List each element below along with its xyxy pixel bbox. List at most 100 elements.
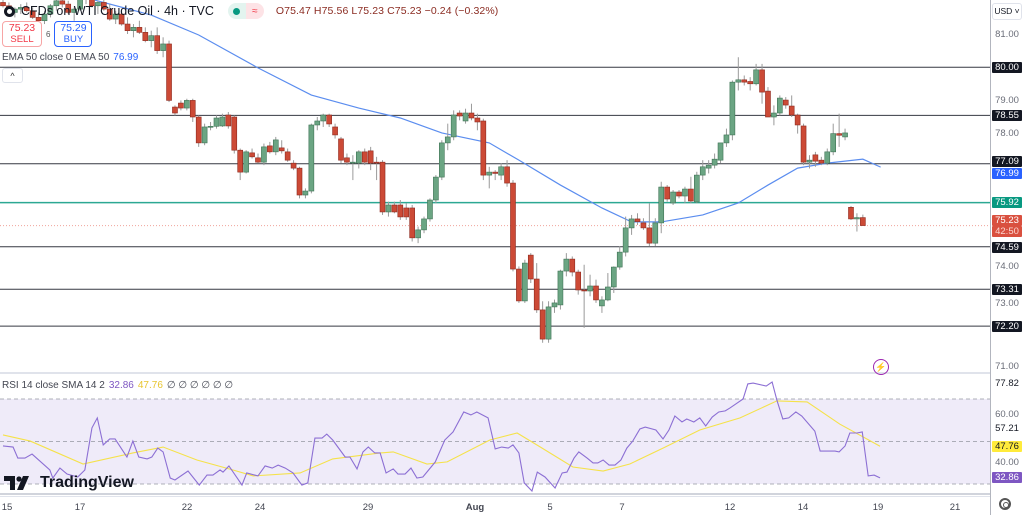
rsi-value-label: 47.76 [992, 441, 1022, 452]
candle-down [59, 0, 66, 5]
candle-up [498, 166, 504, 176]
candle-down [409, 207, 415, 239]
settings-gear-icon[interactable] [999, 498, 1011, 510]
candle-down [794, 114, 801, 126]
time-axis[interactable] [0, 496, 990, 516]
candle-down [800, 125, 807, 163]
candle-down [29, 10, 36, 18]
candle-up [53, 0, 60, 7]
candle-up [213, 117, 220, 127]
rsi-value-label: 77.82 [992, 378, 1022, 389]
candle-down [379, 161, 386, 213]
candle-up [355, 151, 362, 164]
market-status[interactable]: ≈ [227, 3, 264, 19]
candle-down [688, 188, 694, 202]
candle-up [628, 218, 635, 229]
x-tick: 29 [362, 502, 374, 513]
candle-up [753, 69, 759, 85]
candle-up [824, 151, 831, 164]
symbol-logo-icon [4, 5, 15, 17]
candle-up [563, 258, 570, 272]
price-level-label: 75.92 [992, 197, 1022, 208]
x-tick: 5 [547, 502, 553, 513]
price-level-label: 72.20 [992, 321, 1022, 332]
candle-up [385, 204, 392, 213]
candle-up [112, 13, 119, 20]
candle-up [71, 8, 77, 13]
candle-down [504, 166, 510, 184]
candle-up [705, 164, 712, 169]
candle-down [860, 217, 866, 226]
candle-down [195, 116, 202, 144]
candle-up [711, 158, 718, 166]
rsi-value-label: 32.86 [992, 472, 1022, 483]
ema-50-line [94, 0, 881, 223]
candle-down [397, 204, 404, 218]
candle-down [468, 112, 475, 119]
candle-down [593, 285, 599, 301]
candle-down [338, 138, 344, 161]
candle-down [759, 69, 765, 93]
candle-up [160, 43, 166, 51]
candle-down [189, 100, 196, 118]
x-tick: 14 [797, 502, 809, 513]
candle-down [237, 149, 243, 173]
tradingview-logo[interactable]: TradingView [4, 474, 134, 492]
candle-down [172, 106, 178, 114]
candle-down [391, 204, 398, 213]
symbol-title[interactable]: CFDs on WTI Crude Oil · 4h · TVC [21, 4, 214, 18]
candle-down [267, 145, 273, 153]
candle-down [326, 114, 332, 125]
candle-up [320, 114, 327, 122]
buy-button[interactable]: 75.29 BUY [54, 21, 93, 47]
candle-down [136, 27, 143, 33]
x-tick: 24 [254, 502, 266, 513]
approx-icon: ≈ [245, 3, 264, 19]
candle-up [729, 81, 736, 136]
candle-down [664, 186, 670, 200]
candle-up [777, 97, 783, 114]
candle-up [415, 229, 421, 239]
rsi-legend[interactable]: RSI 14 close SMA 14 2 32.86 47.76 ∅ ∅ ∅ ∅ ∅… [2, 380, 233, 391]
lightning-event-icon[interactable]: ⚡ [873, 359, 889, 375]
x-tick: Aug [465, 502, 485, 513]
x-tick: 15 [1, 502, 13, 513]
price-tick: 79.00 [995, 95, 1019, 106]
candle-down [361, 151, 368, 163]
candle-up [314, 120, 321, 126]
price-axis[interactable] [990, 0, 1024, 515]
candle-up [545, 306, 552, 340]
candle-down [65, 3, 72, 13]
sell-price: 75.23 [8, 22, 36, 34]
candle-up [219, 116, 226, 127]
ema-legend-value: 76.99 [113, 52, 139, 63]
price-chart[interactable] [0, 0, 990, 374]
candle-up [486, 171, 493, 176]
tradingview-wordmark: TradingView [40, 474, 134, 491]
ema-legend[interactable]: EMA 50 close 0 EMA 50 76.99 [2, 52, 138, 63]
price-level-label: 80.00 [992, 62, 1022, 73]
candle-down [106, 8, 113, 20]
candle-down [403, 207, 410, 218]
candle-up [272, 139, 279, 153]
candle-up [587, 285, 593, 292]
candle-down [178, 102, 184, 109]
sell-button[interactable]: 75.23 SELL [2, 21, 42, 47]
candle-up [243, 151, 249, 173]
candle-down [284, 151, 291, 161]
candle-down [456, 112, 463, 117]
candle-down [836, 133, 842, 136]
candle-up [699, 166, 706, 176]
candle-down [154, 35, 160, 51]
currency-selector[interactable]: USD ˅ [992, 3, 1022, 20]
rsi-sma-line [2, 400, 881, 477]
price-tick: 74.00 [995, 261, 1019, 272]
candle-down [634, 218, 641, 222]
candle-down [492, 171, 498, 174]
rsi-chart[interactable] [0, 376, 990, 496]
collapse-legend-button[interactable]: ^ [2, 68, 23, 83]
chart-header: CFDs on WTI Crude Oil · 4h · TVC ≈ O75.4… [4, 3, 498, 19]
candle-down [23, 7, 30, 12]
candle-up [350, 161, 356, 164]
ema-legend-label: EMA 50 close 0 EMA 50 [2, 52, 110, 63]
